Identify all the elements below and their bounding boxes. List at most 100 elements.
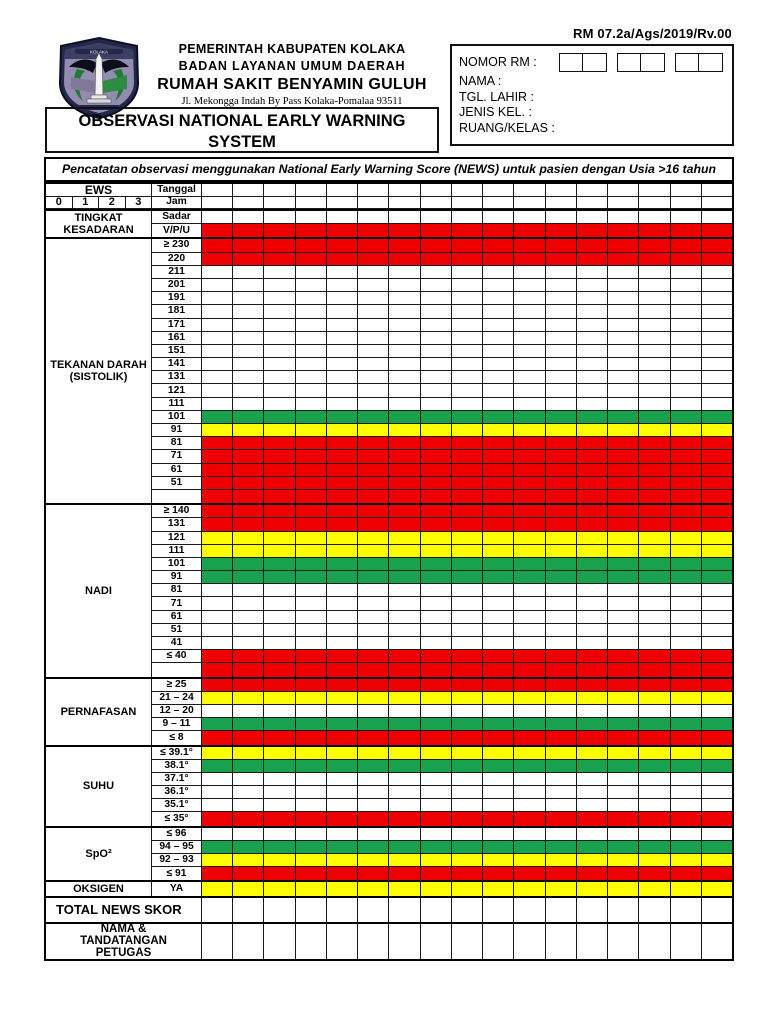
grid-cell[interactable] (295, 799, 327, 812)
grid-cell[interactable] (233, 731, 265, 745)
grid-cell[interactable] (608, 650, 640, 663)
grid-cell[interactable] (202, 505, 234, 518)
grid-cell[interactable] (202, 531, 234, 544)
grid-cell[interactable] (233, 812, 265, 826)
grid-cell[interactable] (358, 424, 390, 437)
grid-cell[interactable] (264, 239, 296, 252)
grid-cell[interactable] (608, 384, 640, 397)
grid-cell[interactable] (670, 463, 702, 476)
grid-cell[interactable] (264, 704, 296, 718)
grid-cell[interactable] (233, 882, 265, 896)
grid-cell[interactable] (608, 923, 640, 959)
grid-cell[interactable] (701, 827, 732, 840)
grid-cell[interactable] (451, 827, 484, 840)
grid-cell[interactable] (233, 597, 265, 610)
grid-cell[interactable] (701, 557, 732, 571)
grid-cell[interactable] (608, 344, 640, 358)
grid-cell[interactable] (639, 196, 671, 208)
grid-cell[interactable] (608, 358, 640, 371)
grid-cell[interactable] (326, 397, 359, 410)
grid-cell[interactable] (389, 718, 421, 731)
grid-cell[interactable] (264, 410, 296, 423)
grid-cell[interactable] (639, 278, 671, 292)
grid-cell[interactable] (701, 786, 732, 799)
grid-cell[interactable] (701, 410, 732, 423)
grid-cell[interactable] (576, 923, 609, 959)
grid-cell[interactable] (295, 476, 327, 489)
grid-cell[interactable] (326, 450, 359, 463)
grid-cell[interactable] (358, 827, 390, 840)
grid-cell[interactable] (545, 882, 577, 896)
grid-cell[interactable] (483, 584, 515, 597)
grid-cell[interactable] (358, 371, 390, 384)
grid-cell[interactable] (483, 252, 515, 265)
grid-cell[interactable] (701, 571, 732, 584)
grid-cell[interactable] (670, 759, 702, 772)
grid-cell[interactable] (670, 397, 702, 410)
grid-cell[interactable] (639, 184, 671, 196)
grid-cell[interactable] (326, 584, 359, 597)
grid-cell[interactable] (233, 318, 265, 331)
grid-cell[interactable] (483, 531, 515, 544)
grid-cell[interactable] (514, 882, 546, 896)
grid-cell[interactable] (639, 650, 671, 663)
grid-cell[interactable] (451, 292, 484, 305)
grid-cell[interactable] (670, 278, 702, 292)
grid-cell[interactable] (420, 531, 452, 544)
grid-cell[interactable] (358, 597, 390, 610)
grid-cell[interactable] (576, 476, 609, 489)
grid-cell[interactable] (264, 557, 296, 571)
grid-cell[interactable] (545, 184, 577, 196)
grid-cell[interactable] (545, 437, 577, 450)
grid-cell[interactable] (233, 505, 265, 518)
grid-cell[interactable] (389, 463, 421, 476)
grid-cell[interactable] (233, 292, 265, 305)
grid-cell[interactable] (358, 678, 390, 691)
grid-cell[interactable] (670, 623, 702, 636)
grid-cell[interactable] (670, 678, 702, 691)
grid-cell[interactable] (483, 463, 515, 476)
grid-cell[interactable] (576, 584, 609, 597)
grid-cell[interactable] (295, 331, 327, 344)
grid-cell[interactable] (451, 318, 484, 331)
grid-cell[interactable] (389, 397, 421, 410)
grid-cell[interactable] (483, 897, 515, 922)
grid-cell[interactable] (670, 731, 702, 745)
grid-cell[interactable] (233, 371, 265, 384)
grid-cell[interactable] (233, 239, 265, 252)
grid-cell[interactable] (358, 531, 390, 544)
grid-cell[interactable] (608, 184, 640, 196)
grid-cell[interactable] (545, 531, 577, 544)
grid-cell[interactable] (295, 265, 327, 278)
grid-cell[interactable] (545, 331, 577, 344)
grid-cell[interactable] (326, 384, 359, 397)
grid-cell[interactable] (420, 571, 452, 584)
grid-cell[interactable] (264, 252, 296, 265)
grid-cell[interactable] (264, 827, 296, 840)
grid-cell[interactable] (639, 344, 671, 358)
grid-cell[interactable] (295, 463, 327, 476)
grid-cell[interactable] (233, 678, 265, 691)
grid-cell[interactable] (701, 384, 732, 397)
grid-cell[interactable] (576, 691, 609, 704)
grid-cell[interactable] (670, 424, 702, 437)
grid-cell[interactable] (576, 867, 609, 881)
grid-cell[interactable] (389, 882, 421, 896)
grid-cell[interactable] (451, 923, 484, 959)
grid-cell[interactable] (608, 867, 640, 881)
grid-cell[interactable] (514, 437, 546, 450)
grid-cell[interactable] (608, 772, 640, 786)
grid-cell[interactable] (326, 292, 359, 305)
grid-cell[interactable] (358, 476, 390, 489)
grid-cell[interactable] (483, 812, 515, 826)
grid-cell[interactable] (701, 358, 732, 371)
grid-cell[interactable] (701, 305, 732, 318)
grid-cell[interactable] (639, 759, 671, 772)
grid-cell[interactable] (545, 196, 577, 208)
grid-cell[interactable] (701, 840, 732, 853)
grid-cell[interactable] (483, 610, 515, 623)
grid-cell[interactable] (639, 292, 671, 305)
grid-cell[interactable] (483, 637, 515, 650)
grid-cell[interactable] (608, 663, 640, 677)
grid-cell[interactable] (483, 786, 515, 799)
